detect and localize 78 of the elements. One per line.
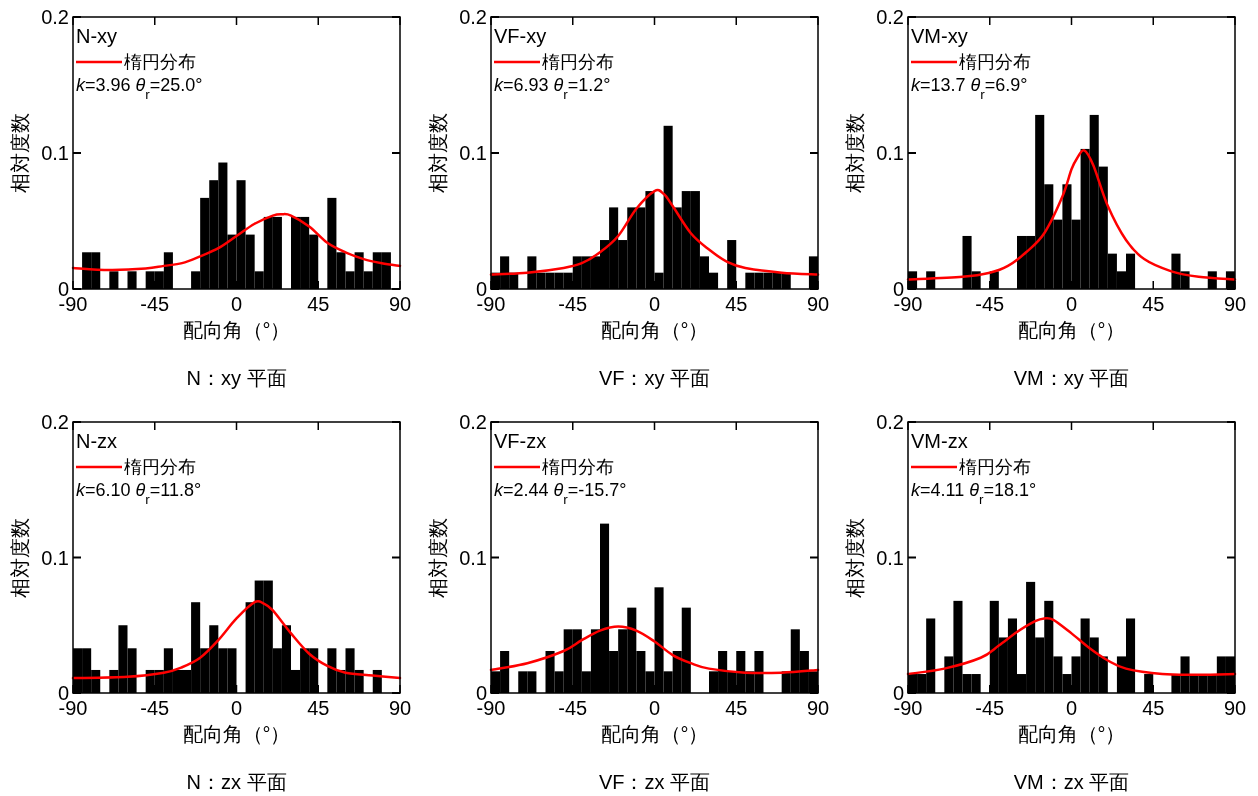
x-tick-label: 0 bbox=[230, 697, 243, 719]
y-axis-title: 相対度数 bbox=[427, 113, 449, 193]
annotation: VF-zx bbox=[494, 430, 547, 452]
x-axis-title: 配向角（°） bbox=[182, 723, 291, 745]
legend-label: 楕円分布 bbox=[124, 457, 196, 477]
annotation: k=4.11 θ$_{r}$=18.1° bbox=[911, 480, 1037, 507]
x-axis-title: 配向角（°） bbox=[600, 723, 709, 745]
text: VF：xy 平面 bbox=[598, 367, 711, 389]
y-tick-label: 0.1 bbox=[459, 546, 487, 569]
y-tick-label: 0.2 bbox=[41, 6, 69, 28]
annotation: k=13.7 θ$_{r}$=6.9° bbox=[911, 75, 1028, 102]
y-axis-title: 相対度数 bbox=[427, 517, 449, 598]
legend: 楕円分布 bbox=[911, 457, 1031, 477]
y-tick-label: 0.2 bbox=[876, 411, 904, 433]
x-tick-label: 45 bbox=[1142, 697, 1165, 719]
y-tick-label: 0.2 bbox=[41, 411, 69, 433]
x-axis-title: 配向角（°） bbox=[600, 319, 709, 341]
legend: 楕円分布 bbox=[76, 457, 196, 477]
x-tick-label: 0 bbox=[648, 293, 661, 315]
y-tick-label: 0.1 bbox=[41, 142, 69, 164]
legend-label: 楕円分布 bbox=[124, 52, 196, 72]
y-tick-label: 0.1 bbox=[459, 142, 487, 164]
annotation: VM-xy bbox=[911, 25, 968, 47]
x-tick-label: -45 bbox=[558, 697, 588, 719]
legend-label: 楕円分布 bbox=[959, 457, 1031, 477]
x-tick-label: -45 bbox=[975, 293, 1005, 315]
text: VM：zx 平面 bbox=[1013, 771, 1130, 793]
x-axis-title: 配向角（°） bbox=[1017, 319, 1126, 341]
x-tick-label: 90 bbox=[806, 293, 830, 315]
x-axis-title: 配向角（°） bbox=[182, 319, 291, 341]
x-tick-label: 90 bbox=[388, 293, 412, 315]
annotation: k=6.10 θ$_{r}$=11.8° bbox=[76, 480, 202, 507]
x-tick-label: -45 bbox=[975, 697, 1005, 719]
x-tick-label: 90 bbox=[1223, 697, 1247, 719]
legend: 楕円分布 bbox=[911, 52, 1031, 72]
legend: 楕円分布 bbox=[494, 457, 614, 477]
annotation: N-xy bbox=[76, 25, 118, 47]
annotation: VM-zx bbox=[911, 430, 968, 452]
text: VF：zx 平面 bbox=[598, 771, 711, 793]
legend-label: 楕円分布 bbox=[959, 52, 1031, 72]
y-tick-label: 0.2 bbox=[459, 411, 487, 433]
annotation: k=2.44 θ$_{r}$=-15.7° bbox=[494, 480, 627, 507]
x-tick-label: 45 bbox=[725, 293, 748, 315]
annotation: VF-xy bbox=[494, 25, 547, 47]
y-axis-title: 相対度数 bbox=[844, 517, 866, 598]
annotation: N-zx bbox=[76, 430, 118, 452]
x-tick-label: 0 bbox=[648, 697, 661, 719]
x-tick-label: 45 bbox=[725, 697, 748, 719]
legend: 楕円分布 bbox=[76, 52, 196, 72]
y-tick-label: 0.1 bbox=[876, 546, 904, 569]
x-tick-label: 90 bbox=[1223, 293, 1247, 315]
y-axis-title: 相対度数 bbox=[9, 517, 31, 598]
y-axis-title: 相対度数 bbox=[844, 113, 866, 193]
x-tick-label: -45 bbox=[140, 293, 170, 315]
x-tick-label: -45 bbox=[558, 293, 588, 315]
y-axis-title: 相対度数 bbox=[9, 113, 31, 193]
legend-label: 楕円分布 bbox=[542, 457, 614, 477]
annotation: k=6.93 θ$_{r}$=1.2° bbox=[494, 75, 611, 102]
x-tick-label: 0 bbox=[1065, 697, 1078, 719]
annotation: k=3.96 θ$_{r}$=25.0° bbox=[76, 75, 203, 102]
y-tick-label: 0.2 bbox=[876, 6, 904, 28]
x-tick-label: 45 bbox=[1142, 293, 1165, 315]
text: VM：xy 平面 bbox=[1013, 367, 1130, 389]
x-tick-label: 90 bbox=[388, 697, 412, 719]
y-tick-label: 0.1 bbox=[41, 546, 69, 569]
x-tick-label: -45 bbox=[140, 697, 170, 719]
legend-label: 楕円分布 bbox=[542, 52, 614, 72]
x-tick-label: 0 bbox=[230, 293, 243, 315]
x-tick-label: 0 bbox=[1065, 293, 1078, 315]
x-tick-label: 45 bbox=[307, 697, 330, 719]
x-axis-title: 配向角（°） bbox=[1017, 723, 1126, 745]
y-tick-label: 0.2 bbox=[459, 6, 487, 28]
x-tick-label: 45 bbox=[307, 293, 330, 315]
x-tick-label: 90 bbox=[806, 697, 830, 719]
legend: 楕円分布 bbox=[494, 52, 614, 72]
text: N：zx 平面 bbox=[186, 771, 287, 793]
y-tick-label: 0.1 bbox=[876, 142, 904, 164]
text: N：xy 平面 bbox=[186, 367, 287, 389]
